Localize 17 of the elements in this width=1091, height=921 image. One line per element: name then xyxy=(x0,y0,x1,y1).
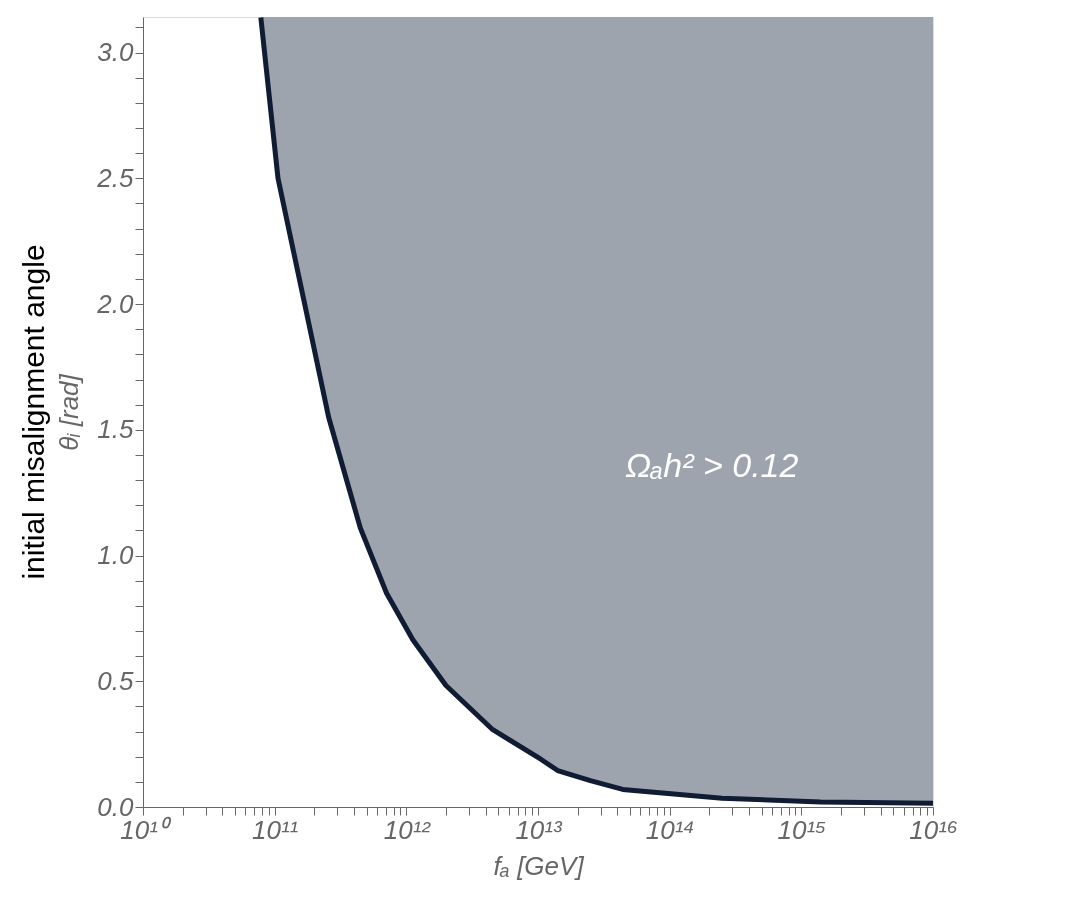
y-tick-label: 0.5 xyxy=(97,665,135,696)
x-tick-label: 10¹⁶ xyxy=(909,814,958,845)
y-tick-label: 2.0 xyxy=(96,288,135,319)
y-axis-title: θᵢ [rad] xyxy=(54,373,85,451)
x-tick-label: 10¹³ xyxy=(515,814,563,845)
text: initial misalignment angle xyxy=(17,244,50,580)
y-tick-label: 3.0 xyxy=(97,37,135,68)
x-tick-label: 10¹² xyxy=(383,814,432,845)
y-tick-label: 1.0 xyxy=(97,540,135,571)
x-axis-title: fₐ [GeV] xyxy=(493,850,585,881)
x-tick-label: 10¹⁴ xyxy=(645,814,695,845)
y-tick-label: 2.5 xyxy=(96,162,135,193)
x-tick-label: 10¹¹ xyxy=(252,814,299,845)
annotation: Ωₐh² > 0.12 xyxy=(625,446,799,485)
y-tick-label: 1.5 xyxy=(97,414,135,445)
y-tick-label: 0.0 xyxy=(97,791,135,822)
x-tick-label: 10¹⁵ xyxy=(777,814,827,845)
